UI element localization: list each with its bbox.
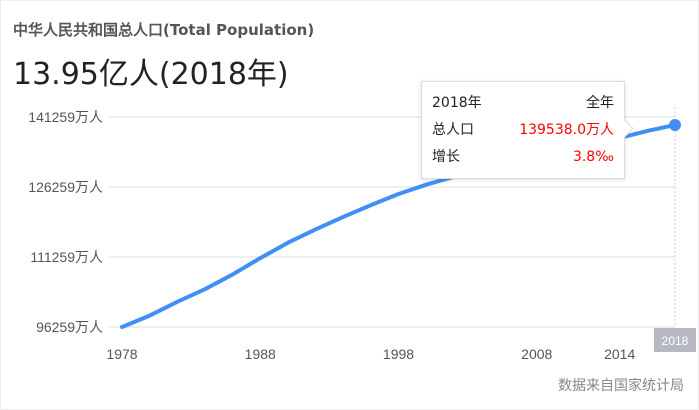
tooltip-population-label: 总人口 xyxy=(432,122,474,138)
y-tick-label: 111259万人 xyxy=(30,249,103,265)
data-source[interactable]: 数据来自国家统计局 xyxy=(558,378,684,394)
tooltip-year: 2018年 xyxy=(432,95,482,111)
data-point xyxy=(669,119,681,132)
x-tick-label: 2014 xyxy=(604,346,635,362)
tooltip-growth-label: 增长 xyxy=(432,149,460,165)
tooltip: 2018年 全年 总人口 139538.0万人 增长 3.8‰ xyxy=(421,81,625,179)
tooltip-period: 全年 xyxy=(586,95,614,111)
headline-value: 13.95亿人(2018年) xyxy=(13,57,289,92)
highlight-x-label: 2018 xyxy=(662,334,689,348)
tooltip-growth-value: 3.8‰ xyxy=(572,149,614,165)
x-tick-label: 1998 xyxy=(383,346,414,362)
x-tick-label: 1988 xyxy=(245,346,276,362)
x-tick-label: 1978 xyxy=(106,346,137,362)
y-tick-label: 141259万人 xyxy=(28,109,103,125)
tooltip-population-value: 139538.0万人 xyxy=(519,122,614,138)
highlight-x-label-bg xyxy=(654,328,696,352)
chart-title: 中华人民共和国总人口(Total Population) xyxy=(13,21,315,39)
x-tick-label: 2008 xyxy=(521,346,552,362)
y-tick-label: 126259万人 xyxy=(28,179,103,195)
y-tick-label: 96259万人 xyxy=(36,319,103,335)
